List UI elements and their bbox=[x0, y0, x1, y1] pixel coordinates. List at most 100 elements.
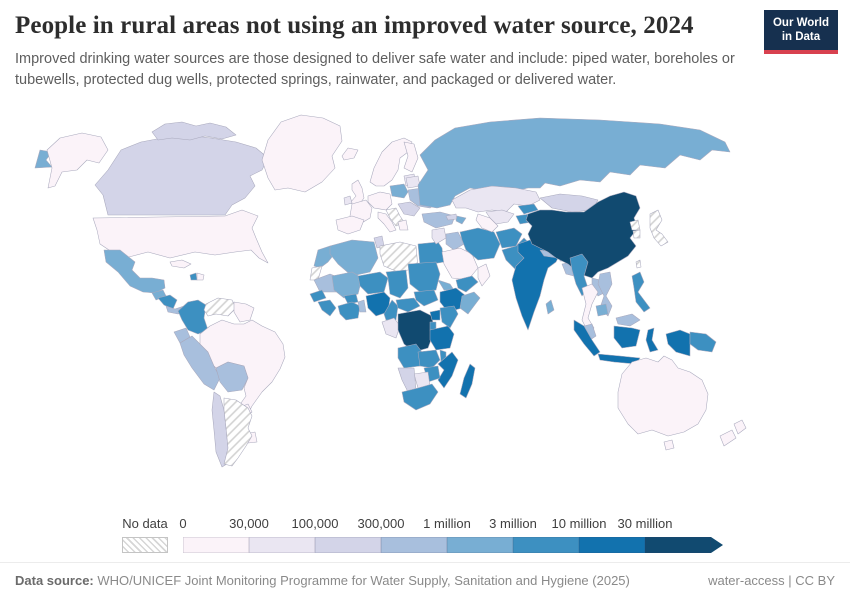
country-tanzania[interactable] bbox=[429, 325, 455, 351]
country-guyanas[interactable] bbox=[233, 301, 255, 323]
country-philippines[interactable] bbox=[631, 271, 651, 313]
country-zambia[interactable] bbox=[417, 349, 441, 369]
country-cote-divoire-ghana[interactable] bbox=[337, 301, 361, 321]
country-democratic-republic-of-congo[interactable] bbox=[397, 309, 435, 353]
chart-subtitle: Improved drinking water sources are thos… bbox=[15, 51, 735, 89]
country-australia[interactable] bbox=[617, 355, 709, 437]
country-sri-lanka[interactable] bbox=[545, 299, 555, 315]
country-new-zealand-south[interactable] bbox=[719, 429, 737, 447]
country-italy[interactable] bbox=[377, 211, 397, 233]
country-kenya[interactable] bbox=[439, 305, 459, 329]
country-malaysia-borneo[interactable] bbox=[615, 313, 641, 327]
country-south-korea[interactable] bbox=[632, 229, 641, 239]
country-togo-benin[interactable] bbox=[357, 299, 367, 313]
country-thailand[interactable] bbox=[581, 283, 599, 333]
country-yemen[interactable] bbox=[455, 275, 479, 293]
country-sudan[interactable] bbox=[407, 261, 441, 293]
country-dominican-republic[interactable] bbox=[196, 272, 205, 281]
country-senegal[interactable] bbox=[309, 289, 327, 303]
country-somalia[interactable] bbox=[459, 291, 481, 315]
country-venezuela[interactable] bbox=[203, 297, 237, 317]
owid-logo-line1: Our World bbox=[772, 17, 829, 29]
country-guinea-region[interactable] bbox=[317, 299, 337, 317]
country-eritrea[interactable] bbox=[437, 279, 455, 291]
country-indonesia-papua[interactable] bbox=[665, 329, 691, 357]
country-south-sudan[interactable] bbox=[413, 289, 439, 307]
country-mozambique[interactable] bbox=[437, 351, 459, 389]
country-north-korea[interactable] bbox=[629, 219, 641, 231]
country-iran[interactable] bbox=[459, 227, 501, 261]
legend-edge-label-2: 100,000 bbox=[291, 516, 339, 531]
country-mali[interactable] bbox=[331, 271, 363, 299]
legend-arrow bbox=[711, 537, 723, 553]
country-central-african-republic[interactable] bbox=[395, 297, 421, 313]
data-source-label: Data source: bbox=[15, 573, 94, 588]
data-source-text: WHO/UNICEF Joint Monitoring Programme fo… bbox=[93, 573, 630, 588]
legend-edge-label-4: 1 million bbox=[423, 516, 471, 531]
country-romania-region[interactable] bbox=[397, 201, 421, 217]
country-south-africa[interactable] bbox=[401, 383, 439, 411]
legend-color-bar bbox=[183, 537, 723, 553]
country-azerbaijan[interactable] bbox=[455, 215, 467, 225]
country-ireland[interactable] bbox=[343, 195, 353, 206]
country-chad[interactable] bbox=[385, 269, 409, 299]
legend-bin-5[interactable] bbox=[513, 537, 579, 553]
country-japan[interactable] bbox=[649, 209, 669, 247]
legend-edge-label-6: 10 million bbox=[551, 516, 607, 531]
country-iberia[interactable] bbox=[335, 215, 365, 235]
country-honduras-nicaragua[interactable] bbox=[157, 294, 178, 310]
legend-bin-7[interactable] bbox=[645, 537, 711, 553]
country-papua-new-guinea[interactable] bbox=[689, 331, 717, 353]
legend-bin-4[interactable] bbox=[447, 537, 513, 553]
country-kazakhstan[interactable] bbox=[451, 185, 541, 213]
country-mexico[interactable] bbox=[103, 249, 166, 294]
country-bolivia[interactable] bbox=[215, 361, 249, 393]
country-haiti[interactable] bbox=[189, 272, 198, 281]
country-namibia[interactable] bbox=[397, 367, 417, 393]
country-cuba[interactable] bbox=[169, 259, 192, 269]
country-argentina[interactable] bbox=[223, 397, 253, 467]
country-new-zealand-north[interactable] bbox=[733, 419, 747, 435]
country-greece[interactable] bbox=[397, 219, 409, 231]
legend-edge-label-5: 3 million bbox=[489, 516, 537, 531]
country-oman[interactable] bbox=[477, 263, 491, 287]
country-iraq[interactable] bbox=[445, 231, 465, 251]
country-algeria[interactable] bbox=[329, 239, 379, 277]
legend-no-data-swatch[interactable] bbox=[122, 537, 168, 553]
country-alaska[interactable] bbox=[46, 132, 109, 189]
license-text[interactable]: water-access | CC BY bbox=[708, 573, 835, 588]
country-saudi-arabia[interactable] bbox=[441, 247, 479, 281]
country-colombia[interactable] bbox=[177, 299, 209, 335]
country-china[interactable] bbox=[525, 191, 641, 279]
country-poland[interactable] bbox=[389, 183, 409, 199]
country-iceland[interactable] bbox=[341, 147, 359, 161]
country-madagascar[interactable] bbox=[459, 363, 476, 399]
legend-bin-1[interactable] bbox=[249, 537, 315, 553]
country-niger[interactable] bbox=[357, 271, 389, 295]
country-finland[interactable] bbox=[403, 141, 419, 173]
country-central-europe[interactable] bbox=[367, 191, 393, 211]
legend-bin-0[interactable] bbox=[183, 537, 249, 553]
legend-bin-3[interactable] bbox=[381, 537, 447, 553]
country-levant[interactable] bbox=[431, 227, 447, 245]
country-indonesia-sulawesi[interactable] bbox=[645, 327, 659, 353]
country-tasmania[interactable] bbox=[663, 439, 675, 451]
country-uganda[interactable] bbox=[429, 309, 441, 321]
country-afghanistan[interactable] bbox=[495, 227, 523, 249]
country-taiwan[interactable] bbox=[635, 259, 642, 269]
country-cambodia[interactable] bbox=[595, 303, 609, 317]
legend-edge-label-0: 0 bbox=[179, 516, 187, 531]
owid-logo[interactable]: Our World in Data bbox=[763, 10, 838, 54]
country-cameroon[interactable] bbox=[383, 299, 399, 321]
country-indonesia-sumatra[interactable] bbox=[573, 319, 601, 357]
country-canada-arctic[interactable] bbox=[151, 121, 237, 141]
legend-bin-2[interactable] bbox=[315, 537, 381, 553]
legend-bin-6[interactable] bbox=[579, 537, 645, 553]
country-kyrgyzstan[interactable] bbox=[517, 203, 539, 215]
country-greenland[interactable] bbox=[261, 114, 343, 193]
country-gabon-region[interactable] bbox=[381, 317, 401, 339]
country-canada[interactable] bbox=[94, 134, 269, 216]
country-turkmenistan[interactable] bbox=[475, 213, 499, 233]
country-indonesia-borneo[interactable] bbox=[613, 325, 641, 349]
